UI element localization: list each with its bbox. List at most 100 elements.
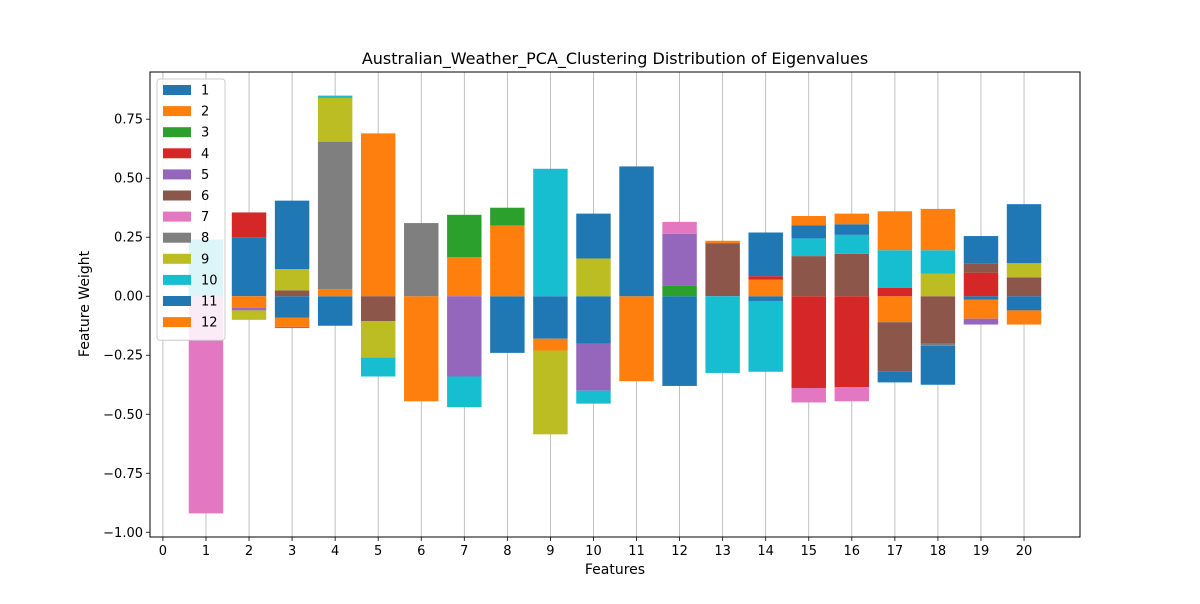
legend-swatch [163, 169, 191, 180]
bar-segment [576, 258, 611, 297]
bar-segment [834, 234, 870, 254]
bar-segment [920, 296, 956, 344]
y-tick-label: 0.75 [114, 113, 143, 128]
bar-segment [877, 371, 913, 383]
bar-segment [791, 215, 826, 226]
bar-segment [963, 272, 999, 297]
bar-segment [877, 296, 913, 323]
bar-segment [791, 225, 826, 239]
bar-segment [447, 376, 482, 408]
legend-label: 8 [201, 231, 209, 246]
legend-swatch [163, 127, 191, 138]
bar-segment [447, 214, 482, 258]
bar-segment [274, 290, 310, 297]
bar-segment [1006, 296, 1042, 311]
x-tick-label: 1 [202, 544, 210, 559]
legend-swatch [163, 85, 191, 95]
x-tick-label: 15 [800, 544, 817, 559]
bar-segment [576, 213, 611, 259]
bar-segment [231, 310, 267, 320]
bar-segment [533, 168, 568, 297]
bar-segment [317, 296, 353, 326]
x-tick-label: 6 [417, 544, 425, 559]
legend-label: 10 [201, 273, 218, 288]
chart-title: Australian_Weather_PCA_Clustering Distri… [362, 49, 868, 69]
bar-segment [274, 326, 310, 329]
bar-segment [877, 322, 913, 372]
legend-swatch [163, 253, 191, 264]
x-tick-label: 14 [757, 544, 774, 559]
bar-segment [920, 345, 956, 385]
legend-swatch [163, 106, 191, 117]
bar-segment [963, 318, 999, 325]
bar-segment [533, 338, 568, 351]
bar-segment [274, 269, 310, 291]
bar-segment [576, 296, 611, 344]
bar-segment [748, 296, 783, 301]
y-tick-label: −0.25 [103, 349, 143, 364]
x-tick-label: 0 [159, 544, 167, 559]
bar-segment [533, 350, 568, 435]
bar-segment [447, 296, 482, 377]
bar-segment [619, 166, 654, 297]
bar-segment [360, 321, 396, 358]
bar-segment [834, 296, 870, 388]
x-tick-label: 3 [288, 544, 296, 559]
bar-segment [791, 238, 826, 257]
legend-label: 3 [201, 126, 209, 141]
bar-segment [231, 237, 267, 297]
x-tick-label: 16 [844, 544, 861, 559]
x-tick-label: 19 [973, 544, 990, 559]
legend-label: 6 [201, 189, 209, 204]
bar-segment [317, 95, 353, 98]
bar-segment [490, 225, 525, 297]
bar-segment [834, 224, 870, 235]
legend-label: 1 [201, 84, 209, 99]
x-tick-label: 10 [585, 544, 602, 559]
bar-segment [920, 250, 956, 274]
bar-segment [920, 343, 956, 346]
plot-frame [149, 71, 1081, 538]
bar-segment [705, 240, 740, 244]
bar-segment [274, 296, 310, 318]
bar-segment [490, 207, 525, 226]
x-tick-label: 17 [887, 544, 904, 559]
x-tick-label: 5 [374, 544, 382, 559]
bar-segment [834, 253, 870, 297]
x-tick-label: 8 [503, 544, 511, 559]
x-tick-label: 20 [1016, 544, 1033, 559]
legend-label: 11 [201, 295, 218, 310]
x-tick-label: 13 [714, 544, 731, 559]
bar-segment [963, 263, 999, 273]
legend-swatch [163, 274, 191, 285]
bar-segment [576, 390, 611, 404]
bars [188, 95, 1042, 514]
bar-segment [231, 296, 267, 309]
bar-segment [791, 296, 826, 389]
bar-segment [877, 250, 913, 288]
bar-segment [662, 296, 697, 386]
bar-segment [360, 357, 396, 377]
legend-label: 12 [201, 316, 218, 331]
legend-swatch [163, 232, 191, 243]
bar-segment [662, 233, 697, 286]
bar-segment [274, 317, 310, 327]
bar-segment [619, 296, 654, 382]
bar-segment [748, 232, 783, 277]
bar-segment [1006, 277, 1042, 297]
bar-segment [877, 211, 913, 251]
bar-segment [1006, 204, 1042, 264]
bar-segment [877, 287, 913, 297]
bar-segment [963, 236, 999, 264]
bar-segment [533, 296, 568, 339]
bar-segment [748, 276, 783, 280]
legend-swatch [163, 296, 191, 306]
legend-swatch [163, 317, 191, 328]
x-tick-label: 12 [671, 544, 688, 559]
bar-segment [404, 223, 439, 297]
bar-segment [404, 296, 439, 402]
bar-segment [231, 212, 267, 238]
bar-segment [1006, 310, 1042, 325]
x-tick-label: 11 [628, 544, 645, 559]
